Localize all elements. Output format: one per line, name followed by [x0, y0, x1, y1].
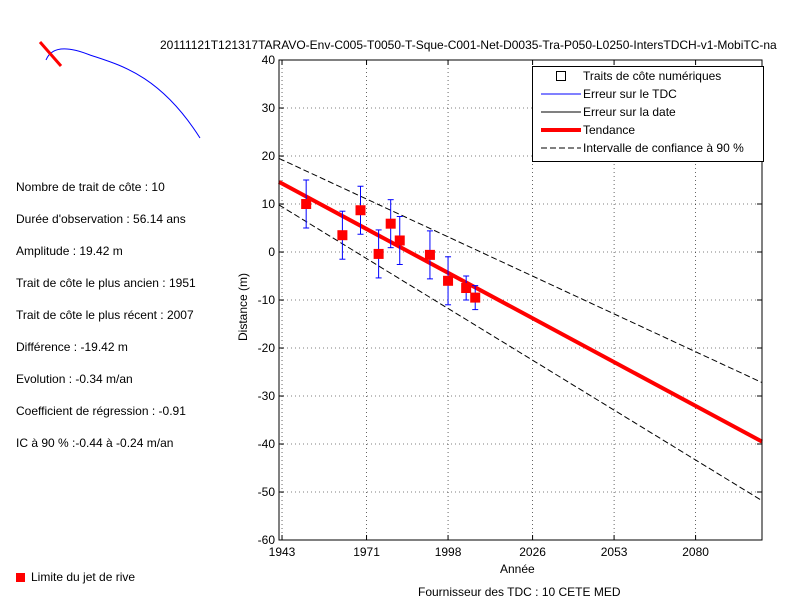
legend-label-date-error: Erreur sur la date: [583, 105, 676, 119]
black-line-icon: [541, 111, 581, 113]
chart-legend: Traits de côte numériques Erreur sur le …: [532, 66, 764, 162]
stat-difference: Différence : -19.42 m: [16, 340, 128, 354]
x-tick-label: 1943: [269, 545, 296, 559]
y-tick-label: -60: [258, 533, 276, 547]
transect-line: [38, 41, 63, 67]
legend-item-ci: Intervalle de confiance à 90 %: [533, 139, 763, 157]
stat-oldest: Trait de côte le plus ancien : 1951: [16, 276, 196, 290]
stat-count: Nombre de trait de côte : 10: [16, 180, 165, 194]
data-point: [394, 235, 405, 246]
data-point: [424, 249, 435, 260]
legend-label-data: Traits de côte numériques: [583, 69, 722, 83]
x-tick-label: 2053: [601, 545, 628, 559]
stat-duration: Durée d'observation : 56.14 ans: [16, 212, 186, 226]
data-point: [355, 205, 366, 216]
legend-item-trend: Tendance: [533, 121, 763, 139]
data-point: [461, 283, 472, 293]
blue-line-icon: [541, 93, 581, 95]
data-point: [301, 199, 312, 209]
ci-upper-line: [278, 157, 763, 384]
x-tick-label: 1971: [353, 545, 380, 559]
stat-regression: Coefficient de régression : -0.91: [16, 404, 186, 418]
red-thick-line-icon: [541, 128, 581, 132]
data-point: [443, 275, 454, 286]
data-point: [373, 248, 384, 259]
legend-label-tdc-error: Erreur sur le TDC: [583, 87, 677, 101]
data-point: [470, 292, 481, 303]
y-tick-label: -40: [258, 437, 276, 451]
y-tick-label: 40: [262, 53, 276, 67]
y-tick-label: 10: [262, 197, 276, 211]
legend-item-tdc-error: Erreur sur le TDC: [533, 85, 763, 103]
limite-legend: Limite du jet de rive: [16, 570, 135, 584]
x-tick-label: 2080: [682, 545, 709, 559]
y-tick-label: -30: [258, 389, 276, 403]
x-tick-label: 1998: [435, 545, 462, 559]
stat-evolution: Evolution : -0.34 m/an: [16, 372, 133, 386]
legend-item-data: Traits de côte numériques: [533, 67, 763, 85]
plot-frame: [278, 59, 763, 541]
stat-newest: Trait de côte le plus récent : 2007: [16, 308, 194, 322]
legend-label-ci: Intervalle de confiance à 90 %: [583, 141, 744, 155]
shoreline-inset-map: [38, 41, 201, 139]
y-tick-label: -50: [258, 485, 276, 499]
y-tick-label: 30: [262, 101, 276, 115]
red-square-icon: [16, 572, 25, 582]
chart-title: 20111121T121317TARAVO-Env-C005-T0050-T-S…: [160, 38, 777, 52]
y-tick-label: 0: [268, 245, 275, 259]
provider-footer: Fournisseur des TDC : 10 CETE MED: [418, 585, 621, 599]
data-point: [385, 218, 396, 229]
shoreline-inset-curve: [45, 48, 201, 139]
y-tick-label: 20: [262, 149, 276, 163]
y-axis-label: Distance (m): [236, 273, 250, 342]
trend-line: [278, 180, 763, 444]
ci-lower-line: [278, 204, 763, 502]
limite-label: Limite du jet de rive: [31, 570, 136, 584]
statistics-panel: Nombre de trait de côte : 10 Durée d'obs…: [16, 180, 196, 468]
y-tick-label: -20: [258, 341, 276, 355]
x-tick-label: 2026: [519, 545, 546, 559]
data-point: [337, 230, 348, 241]
legend-item-date-error: Erreur sur la date: [533, 103, 763, 121]
x-axis-label: Année: [500, 562, 535, 576]
stat-amplitude: Amplitude : 19.42 m: [16, 244, 123, 258]
square-marker-icon: [556, 71, 566, 81]
legend-label-trend: Tendance: [583, 123, 636, 137]
dashed-line-icon: [541, 147, 581, 149]
y-tick-label: -10: [258, 293, 276, 307]
stat-confidence: IC à 90 % :-0.44 à -0.24 m/an: [16, 436, 174, 450]
